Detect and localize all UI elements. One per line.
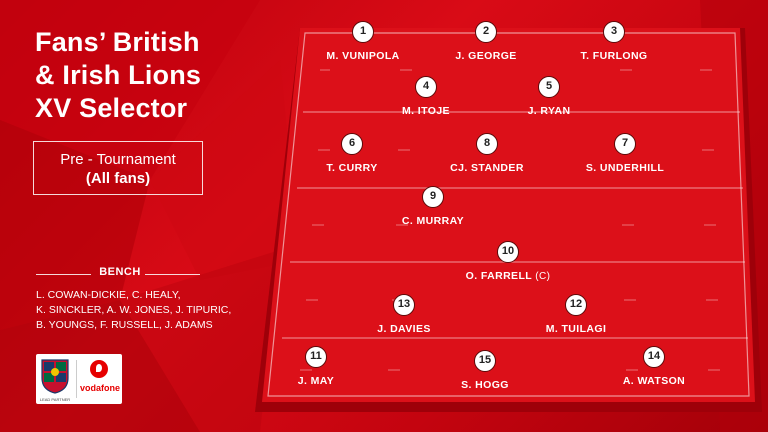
player-name: J. RYAN bbox=[527, 105, 571, 117]
player-name: T. CURRY bbox=[326, 162, 378, 174]
jersey-number-badge: 3 bbox=[603, 21, 625, 43]
bench-line: K. SINCKLER, A. W. JONES, J. TIPURIC, bbox=[36, 304, 232, 316]
jersey-number-badge: 15 bbox=[474, 350, 496, 372]
jersey-number-badge: 8 bbox=[476, 133, 498, 155]
jersey-number-badge: 10 bbox=[497, 241, 519, 263]
player-2: 2 J. GEORGE bbox=[421, 21, 551, 62]
jersey-number-badge: 14 bbox=[643, 346, 665, 368]
vodafone-logo-icon bbox=[90, 360, 108, 378]
player-12: 12 M. TUILAGI bbox=[511, 294, 641, 335]
player-name: A. WATSON bbox=[622, 375, 686, 387]
player-name: M. ITOJE bbox=[402, 105, 450, 117]
player-9: 9 C. MURRAY bbox=[368, 186, 498, 227]
title-line-1: Fans’ British bbox=[35, 27, 200, 57]
bench-line: B. YOUNGS, F. RUSSELL, J. ADAMS bbox=[36, 319, 213, 331]
player-5: 5 J. RYAN bbox=[484, 76, 614, 117]
player-name: T. FURLONG bbox=[580, 50, 648, 62]
player-4: 4 M. ITOJE bbox=[361, 76, 491, 117]
jersey-number-badge: 5 bbox=[538, 76, 560, 98]
lions-tagline: LEAD PARTNER bbox=[39, 397, 71, 402]
player-14: 14 A. WATSON bbox=[589, 346, 719, 387]
jersey-number-badge: 7 bbox=[614, 133, 636, 155]
player-name: S. UNDERHILL bbox=[585, 162, 665, 174]
sponsor-logos: LEAD PARTNER vodafone bbox=[36, 354, 122, 404]
bench-rule-right bbox=[145, 274, 200, 275]
phase-box: Pre - Tournament (All fans) bbox=[33, 141, 203, 195]
jersey-number-badge: 13 bbox=[393, 294, 415, 316]
player-8: 8 CJ. STANDER bbox=[422, 133, 552, 174]
jersey-number-badge: 9 bbox=[422, 186, 444, 208]
player-name: J. DAVIES bbox=[377, 323, 431, 335]
jersey-number-badge: 1 bbox=[352, 21, 374, 43]
bench-line: L. COWAN-DICKIE, C. HEALY, bbox=[36, 289, 181, 301]
player-15: 15 S. HOGG bbox=[420, 350, 550, 391]
player-13: 13 J. DAVIES bbox=[339, 294, 469, 335]
vodafone-wordmark: vodafone bbox=[79, 383, 120, 393]
player-1: 1 M. VUNIPOLA bbox=[298, 21, 428, 62]
jersey-number-badge: 11 bbox=[305, 346, 327, 368]
player-name: M. TUILAGI bbox=[545, 323, 607, 335]
lions-crest-icon bbox=[41, 359, 69, 394]
player-6: 6 T. CURRY bbox=[287, 133, 417, 174]
phase-audience: (All fans) bbox=[85, 170, 151, 187]
player-7: 7 S. UNDERHILL bbox=[560, 133, 690, 174]
title-line-2: & Irish Lions bbox=[35, 60, 202, 90]
jersey-number-badge: 12 bbox=[565, 294, 587, 316]
logo-divider bbox=[76, 360, 77, 398]
player-name: S. HOGG bbox=[461, 379, 509, 391]
player-name: J. MAY bbox=[297, 375, 335, 387]
jersey-number-badge: 6 bbox=[341, 133, 363, 155]
player-3: 3 T. FURLONG bbox=[549, 21, 679, 62]
title-line-3: XV Selector bbox=[35, 93, 188, 123]
phase-label: Pre - Tournament bbox=[60, 151, 176, 168]
bench-heading: BENCH bbox=[99, 266, 141, 278]
player-10: 10 O. FARRELL (C) bbox=[443, 241, 573, 282]
jersey-number-badge: 2 bbox=[475, 21, 497, 43]
bench-rule-left bbox=[36, 274, 91, 275]
player-name: O. FARRELL (C) bbox=[465, 270, 551, 282]
player-name: CJ. STANDER bbox=[450, 162, 524, 174]
player-11: 11 J. MAY bbox=[251, 346, 381, 387]
player-name: C. MURRAY bbox=[401, 215, 465, 227]
bench-list: L. COWAN-DICKIE, C. HEALY, K. SINCKLER, … bbox=[36, 288, 231, 333]
jersey-number-badge: 4 bbox=[415, 76, 437, 98]
player-name: J. GEORGE bbox=[455, 50, 517, 62]
player-name: M. VUNIPOLA bbox=[326, 50, 400, 62]
page-title: Fans’ British & Irish Lions XV Selector bbox=[35, 26, 201, 125]
